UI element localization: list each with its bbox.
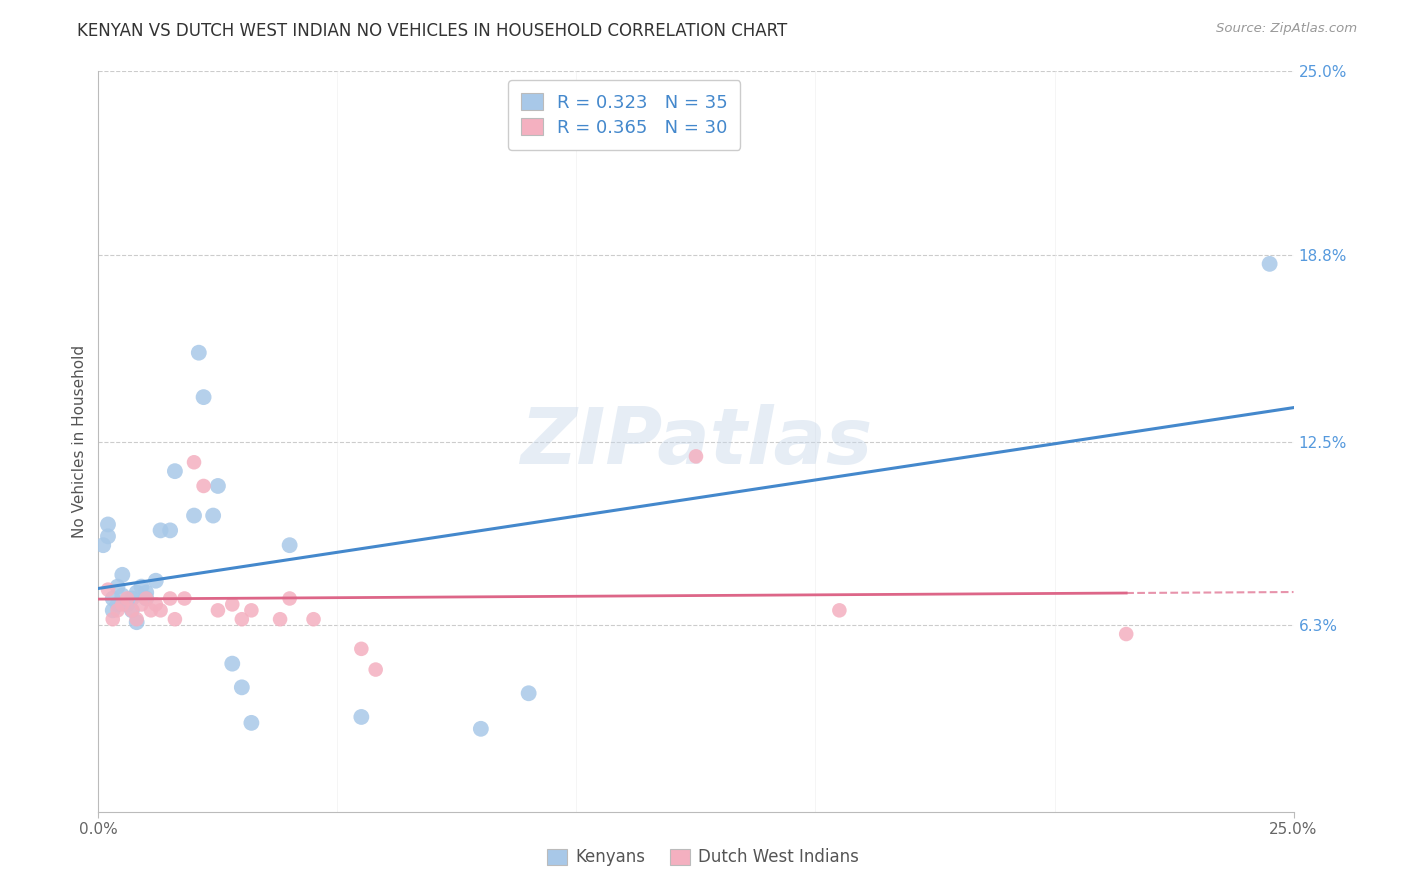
Point xyxy=(193,390,215,404)
Point xyxy=(173,591,195,606)
Point xyxy=(187,345,209,359)
Legend: Kenyans, Dutch West Indians: Kenyans, Dutch West Indians xyxy=(538,840,868,875)
Point xyxy=(107,598,129,612)
Point xyxy=(101,603,124,617)
Point xyxy=(159,591,181,606)
Point xyxy=(221,598,243,612)
Point xyxy=(107,603,129,617)
Point xyxy=(517,686,540,700)
Point xyxy=(278,591,301,606)
Point xyxy=(97,517,120,532)
Point xyxy=(111,567,134,582)
Text: KENYAN VS DUTCH WEST INDIAN NO VEHICLES IN HOUSEHOLD CORRELATION CHART: KENYAN VS DUTCH WEST INDIAN NO VEHICLES … xyxy=(77,22,787,40)
Point xyxy=(135,591,157,606)
Point xyxy=(302,612,325,626)
Point xyxy=(193,479,215,493)
Y-axis label: No Vehicles in Household: No Vehicles in Household xyxy=(72,345,87,538)
Point xyxy=(125,612,148,626)
Text: ZIPatlas: ZIPatlas xyxy=(520,403,872,480)
Point xyxy=(111,589,134,603)
Point xyxy=(139,603,162,617)
Point xyxy=(221,657,243,671)
Point xyxy=(231,612,253,626)
Point xyxy=(131,598,153,612)
Point xyxy=(121,591,143,606)
Point xyxy=(91,538,114,552)
Point xyxy=(149,603,172,617)
Point xyxy=(135,585,157,599)
Point xyxy=(97,529,120,543)
Point xyxy=(101,591,124,606)
Point xyxy=(115,598,138,612)
Point xyxy=(685,450,707,464)
Point xyxy=(101,612,124,626)
Point xyxy=(131,580,153,594)
Point xyxy=(125,615,148,630)
Point xyxy=(231,681,253,695)
Legend: R = 0.323   N = 35, R = 0.365   N = 30: R = 0.323 N = 35, R = 0.365 N = 30 xyxy=(508,80,741,150)
Point xyxy=(240,715,263,730)
Point xyxy=(207,479,229,493)
Point xyxy=(159,524,181,538)
Point xyxy=(107,580,129,594)
Point xyxy=(135,591,157,606)
Point xyxy=(111,598,134,612)
Point xyxy=(145,574,167,588)
Point xyxy=(202,508,225,523)
Point xyxy=(121,603,143,617)
Point xyxy=(145,598,167,612)
Point xyxy=(350,641,373,656)
Point xyxy=(163,612,186,626)
Point xyxy=(121,603,143,617)
Point xyxy=(1258,257,1281,271)
Point xyxy=(240,603,263,617)
Point xyxy=(183,455,205,469)
Point xyxy=(97,582,120,597)
Point xyxy=(183,508,205,523)
Point xyxy=(125,585,148,599)
Point xyxy=(163,464,186,478)
Point xyxy=(364,663,387,677)
Point xyxy=(1115,627,1137,641)
Point xyxy=(350,710,373,724)
Point xyxy=(470,722,492,736)
Point xyxy=(115,591,138,606)
Point xyxy=(269,612,291,626)
Point xyxy=(828,603,851,617)
Point xyxy=(278,538,301,552)
Text: Source: ZipAtlas.com: Source: ZipAtlas.com xyxy=(1216,22,1357,36)
Point xyxy=(149,524,172,538)
Point xyxy=(207,603,229,617)
